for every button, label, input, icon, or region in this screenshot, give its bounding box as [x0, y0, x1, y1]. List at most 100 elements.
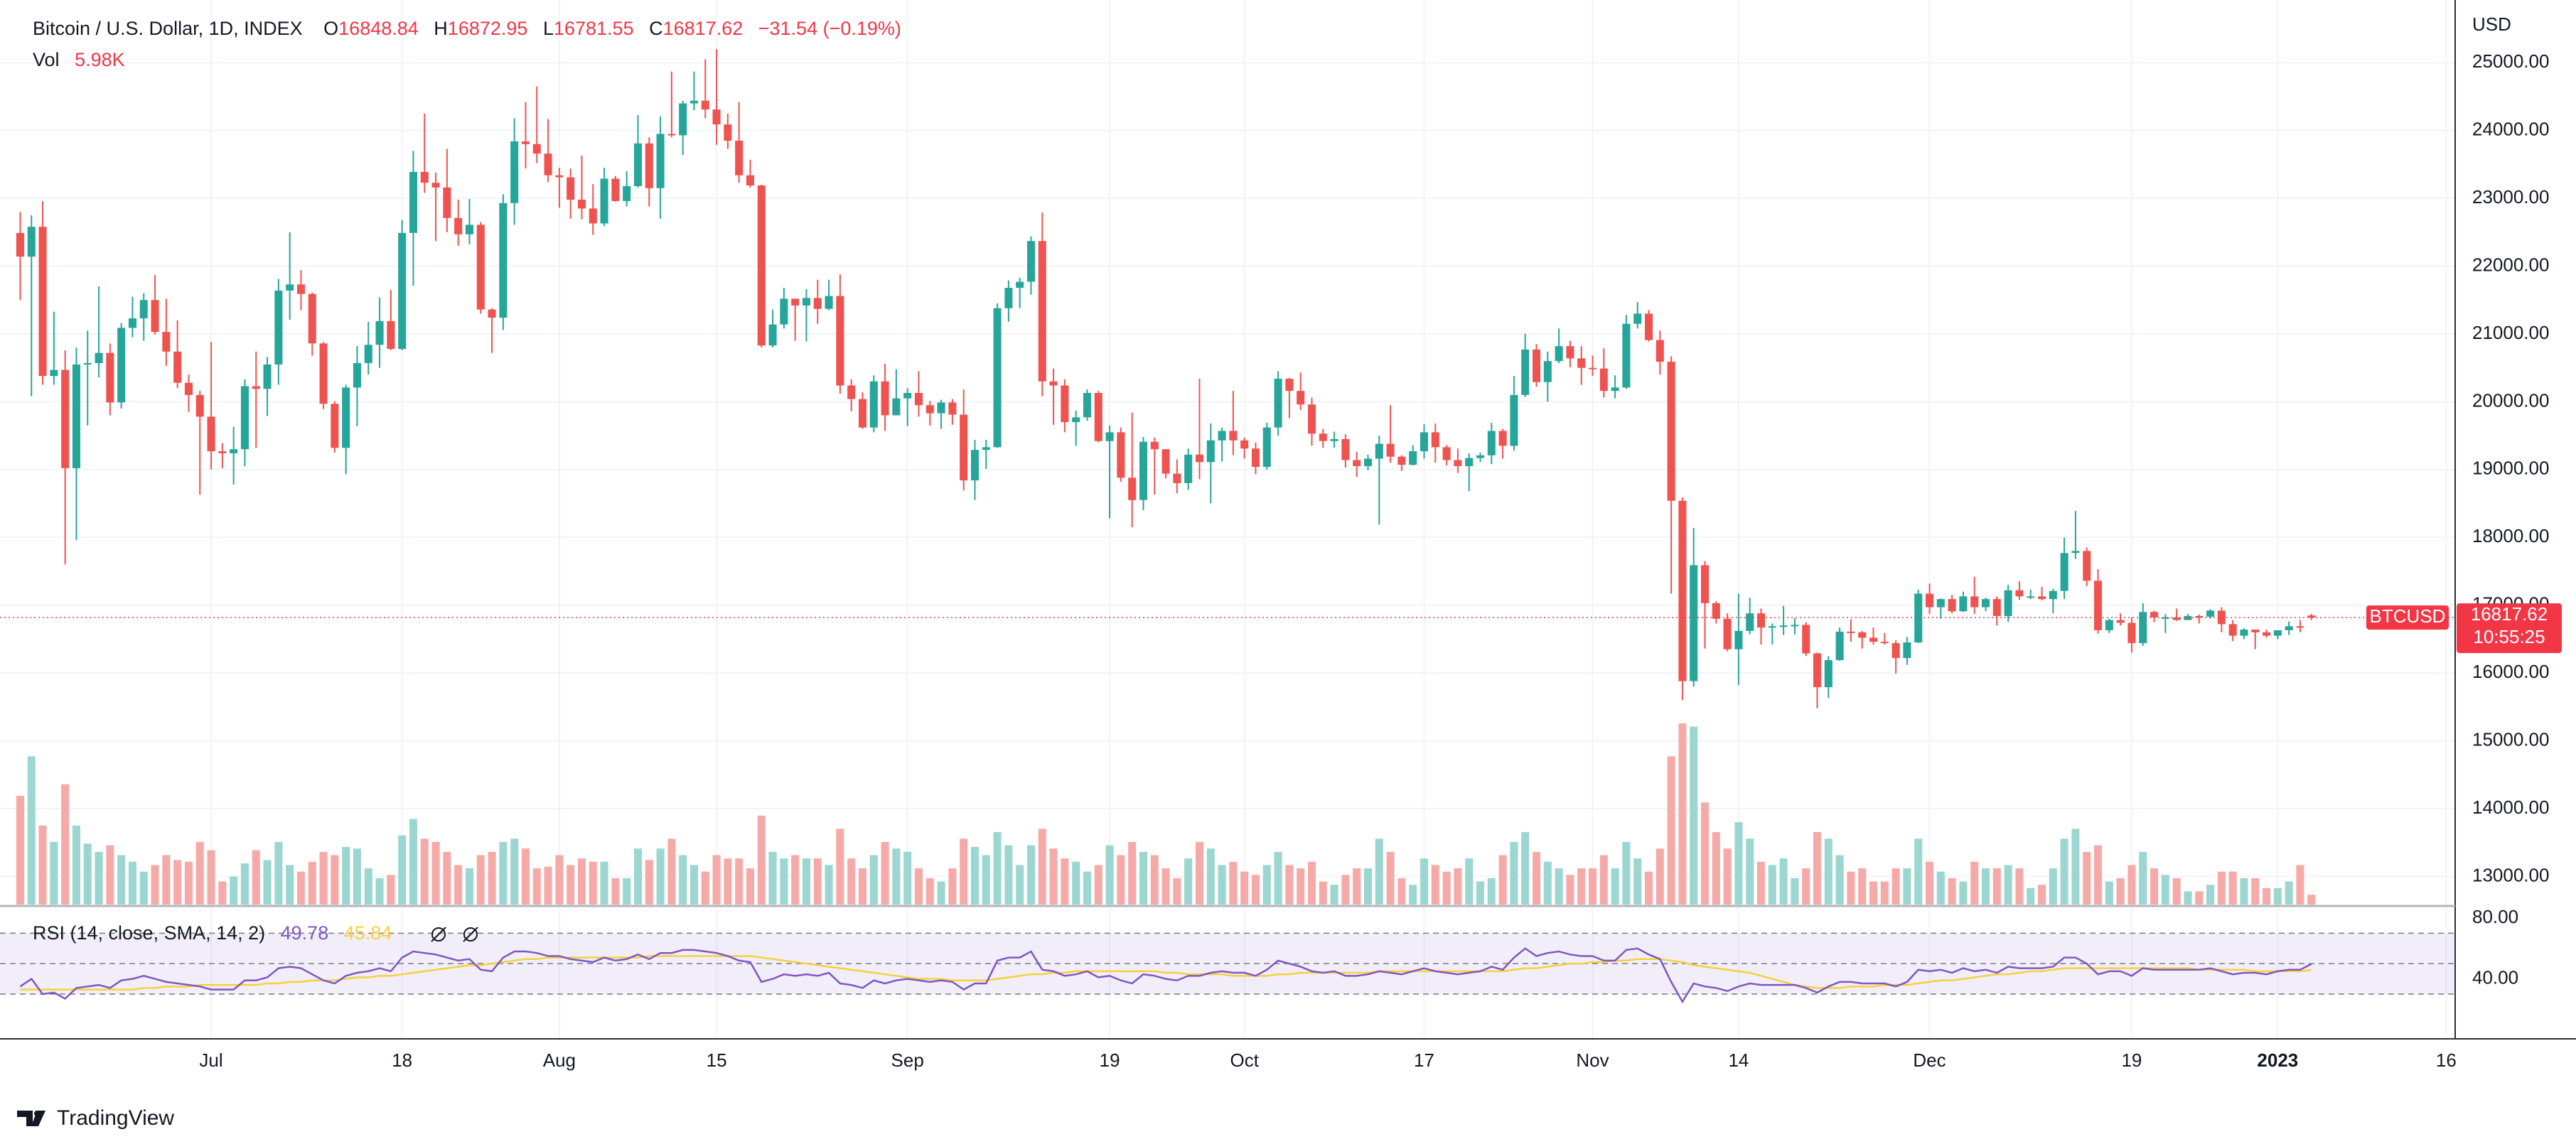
- candle-body: [2240, 630, 2248, 636]
- candle-body: [2251, 630, 2260, 632]
- candle-body: [431, 183, 440, 188]
- volume-bar: [1746, 838, 1754, 905]
- candle-body: [83, 363, 92, 365]
- candle-body: [240, 386, 249, 450]
- volume-bar: [993, 832, 1002, 905]
- volume-bar: [1667, 756, 1675, 905]
- candle-body: [1768, 626, 1776, 628]
- volume-bar: [858, 868, 867, 905]
- candle-body: [1644, 313, 1653, 340]
- rsi-tick-label: 80.00: [2472, 906, 2518, 927]
- candle-body: [712, 109, 721, 125]
- candle-body: [184, 382, 193, 395]
- candle-body: [398, 232, 407, 349]
- volume-bar: [970, 846, 980, 905]
- candle-body: [1510, 394, 1518, 446]
- candle-body: [443, 187, 451, 218]
- volume-bar: [1813, 832, 1822, 905]
- volume-bar: [2083, 851, 2091, 905]
- volume-bar: [1105, 845, 1114, 905]
- volume-bar: [667, 838, 676, 905]
- volume-bar: [1521, 832, 1530, 905]
- icon: [431, 927, 446, 942]
- volume-bar: [892, 848, 901, 905]
- candle-body: [1779, 625, 1788, 627]
- candle-body: [61, 369, 70, 468]
- volume-bar: [2240, 878, 2248, 905]
- volume-bar: [1161, 868, 1170, 905]
- candle-body: [1487, 431, 1496, 455]
- candle-body: [1655, 340, 1664, 362]
- candle-body: [1150, 441, 1159, 450]
- volume-value: 5.98K: [75, 49, 125, 70]
- volume-bar: [72, 825, 80, 905]
- volume-bar: [230, 876, 238, 905]
- volume-bar: [1061, 858, 1069, 905]
- candle-body: [2127, 622, 2136, 644]
- volume-bar: [768, 851, 777, 905]
- volume-bar: [409, 819, 417, 905]
- volume-bar: [1588, 868, 1597, 905]
- candle-body: [2139, 612, 2147, 644]
- ohlc-key: C: [649, 18, 663, 39]
- volume-bar: [1555, 868, 1563, 905]
- candle-body: [1128, 477, 1137, 500]
- candle-body: [2150, 612, 2159, 617]
- volume-bar: [1072, 861, 1080, 905]
- y-tick-label: 16000.00: [2472, 661, 2549, 682]
- volume-bar: [2105, 881, 2113, 905]
- candle-body: [2060, 553, 2068, 591]
- ohlc-key: H: [434, 18, 448, 39]
- volume-bar: [735, 858, 744, 905]
- volume-bar: [1498, 855, 1507, 905]
- volume-bar: [499, 841, 508, 905]
- y-tick-label: 23000.00: [2472, 186, 2549, 207]
- volume-bar: [106, 845, 114, 905]
- volume-bar: [1386, 851, 1395, 905]
- volume-bar: [1622, 841, 1631, 905]
- candle-body: [1262, 427, 1271, 468]
- candle-body: [2027, 596, 2035, 598]
- legend-header: Bitcoin / U.S. Dollar, 1D, INDEX O16848.…: [33, 18, 901, 39]
- volume-bar: [656, 848, 665, 905]
- volume-bar: [1297, 868, 1305, 905]
- volume-bar: [577, 858, 586, 905]
- candle-body: [780, 298, 788, 325]
- candle-body: [2015, 590, 2024, 597]
- volume-bar: [1431, 865, 1439, 905]
- volume-bar: [1307, 861, 1316, 905]
- candle-body: [1016, 281, 1024, 288]
- y-tick-label: 21000.00: [2472, 322, 2549, 343]
- candle-body: [308, 293, 316, 344]
- candle-body: [465, 225, 473, 234]
- candle-body: [420, 171, 429, 183]
- candle-body: [1756, 613, 1766, 628]
- candle-body: [1746, 613, 1754, 631]
- candle-body: [162, 332, 171, 352]
- candle-body: [1004, 288, 1013, 308]
- candle-body: [1847, 631, 1855, 633]
- volume-bar: [813, 858, 822, 905]
- candle-body: [1959, 596, 1968, 612]
- candle-body: [296, 284, 305, 294]
- volume-bar: [173, 860, 182, 905]
- candle-body: [151, 300, 159, 333]
- volume-bar: [1982, 868, 1990, 905]
- icon: [463, 927, 478, 941]
- volume-bar: [1083, 871, 1092, 905]
- volume-bar: [1633, 858, 1642, 905]
- volume-bar: [1240, 871, 1249, 905]
- volume-bar: [162, 855, 171, 905]
- volume-bar: [510, 838, 519, 905]
- candle-body: [1454, 460, 1462, 467]
- volume-bar: [1959, 881, 1968, 905]
- volume-bar: [1229, 861, 1238, 905]
- candle-body: [1094, 393, 1102, 441]
- candle-body: [1791, 625, 1799, 627]
- candle-body: [1161, 449, 1170, 474]
- candle-body: [555, 175, 564, 178]
- volume-bar: [1128, 841, 1137, 905]
- candle-body: [2083, 551, 2091, 581]
- volume-bar: [1802, 868, 1810, 905]
- candle-body: [746, 175, 755, 185]
